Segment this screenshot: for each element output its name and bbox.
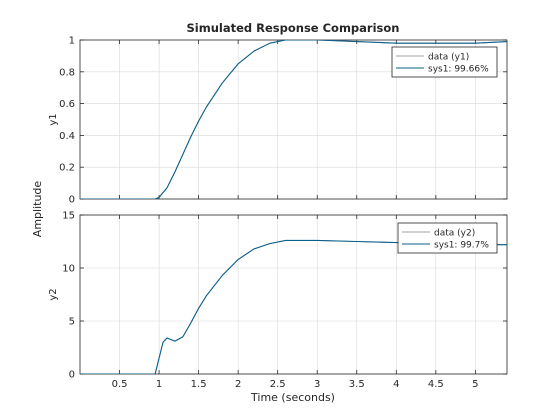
- y-tick-label: 0.2: [59, 163, 75, 174]
- legend: data (y2) sys1: 99.7%: [397, 222, 498, 254]
- y-tick-label: 0.6: [59, 99, 75, 110]
- y-tick-label: 0.8: [59, 67, 75, 78]
- legend-entry: data (y2): [434, 229, 475, 239]
- shared-x-axis-label: Time (seconds): [250, 391, 335, 404]
- panel-y-label: y1: [48, 113, 59, 125]
- axes-box: [79, 214, 508, 375]
- x-tick-label: 5: [472, 379, 478, 390]
- panel-2: 0.5 1 1.5 2 2.5 3 3.5 4 4.5 5 0 5 10 15 y2 data (y2) sys…: [48, 211, 508, 390]
- chart-title: Simulated Response Comparison: [187, 21, 400, 35]
- series-line-model: [80, 40, 507, 199]
- series-line-data: [80, 240, 507, 374]
- x-tick-label: 2: [235, 379, 241, 390]
- legend-box: [397, 222, 498, 254]
- legend: data (y1) sys1: 99.66%: [391, 46, 498, 78]
- legend-entry: data (y1): [428, 53, 469, 63]
- x-tick-label: 2.5: [270, 379, 286, 390]
- shared-y-axis-label: Amplitude: [31, 181, 44, 238]
- y-tick-label: 0.4: [59, 131, 75, 142]
- series-line-model: [80, 239, 507, 374]
- y-tick-label: 10: [62, 264, 75, 275]
- y-tick-label: 0: [69, 195, 75, 206]
- x-tick-label: 1.5: [191, 379, 207, 390]
- legend-box: [391, 46, 498, 78]
- panels-layer: 0 0.2 0.4 0.6 0.8 1 y1 data (y1) sys1: 99.66% 0.5…: [48, 36, 508, 390]
- legend-entry: sys1: 99.66%: [428, 65, 489, 75]
- legend-entry: sys1: 99.7%: [434, 241, 489, 251]
- y-tick-label: 0: [69, 370, 75, 381]
- panel-1: 0 0.2 0.4 0.6 0.8 1 y1 data (y1) sys1: 99.66%: [48, 36, 508, 206]
- x-tick-label: 4: [393, 379, 399, 390]
- x-tick-label: 3: [314, 379, 320, 390]
- y-tick-label: 15: [62, 211, 75, 222]
- panel-y-label: y2: [48, 288, 59, 300]
- y-tick-label: 5: [69, 317, 75, 328]
- y-tick-label: 1: [69, 36, 75, 47]
- x-tick-label: 3.5: [349, 379, 365, 390]
- x-tick-label: 4.5: [428, 379, 444, 390]
- x-tick-label: 0.5: [112, 379, 128, 390]
- x-tick-label: 1: [156, 379, 162, 390]
